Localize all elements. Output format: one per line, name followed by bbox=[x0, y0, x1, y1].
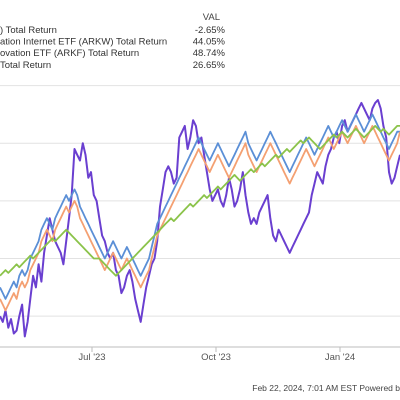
legend-header: VAL bbox=[203, 12, 220, 23]
legend-row-value: 44.05% bbox=[193, 37, 226, 48]
legend-row-label: ation Internet ETF (ARKW) Total Return bbox=[0, 37, 167, 48]
legend: VAL ) Total Return -2.65% ation Internet E… bbox=[0, 12, 226, 71]
series-line-2 bbox=[0, 113, 400, 300]
series-layer bbox=[0, 99, 400, 338]
legend-row-label: Total Return bbox=[0, 60, 51, 71]
legend-row-value: 26.65% bbox=[193, 60, 226, 71]
legend-row-label: ) Total Return bbox=[0, 25, 57, 36]
footer-timestamp: Feb 22, 2024, 7:01 AM EST Powered b bbox=[252, 383, 400, 393]
legend-row-value: -2.65% bbox=[195, 25, 226, 36]
series-line-3 bbox=[0, 125, 400, 312]
legend-row-label: ovation ETF (ARKF) Total Return bbox=[0, 48, 139, 59]
x-tick-label: Oct '23 bbox=[201, 352, 231, 363]
x-tick-label: Jul '23 bbox=[78, 352, 105, 363]
legend-row-value: 48.74% bbox=[193, 48, 226, 59]
gridlines bbox=[0, 85, 400, 317]
x-axis: Jul '23 Oct '23 Jan '24 bbox=[0, 346, 400, 363]
series-line-4 bbox=[0, 125, 400, 277]
x-tick-label: Jan '24 bbox=[325, 352, 355, 363]
